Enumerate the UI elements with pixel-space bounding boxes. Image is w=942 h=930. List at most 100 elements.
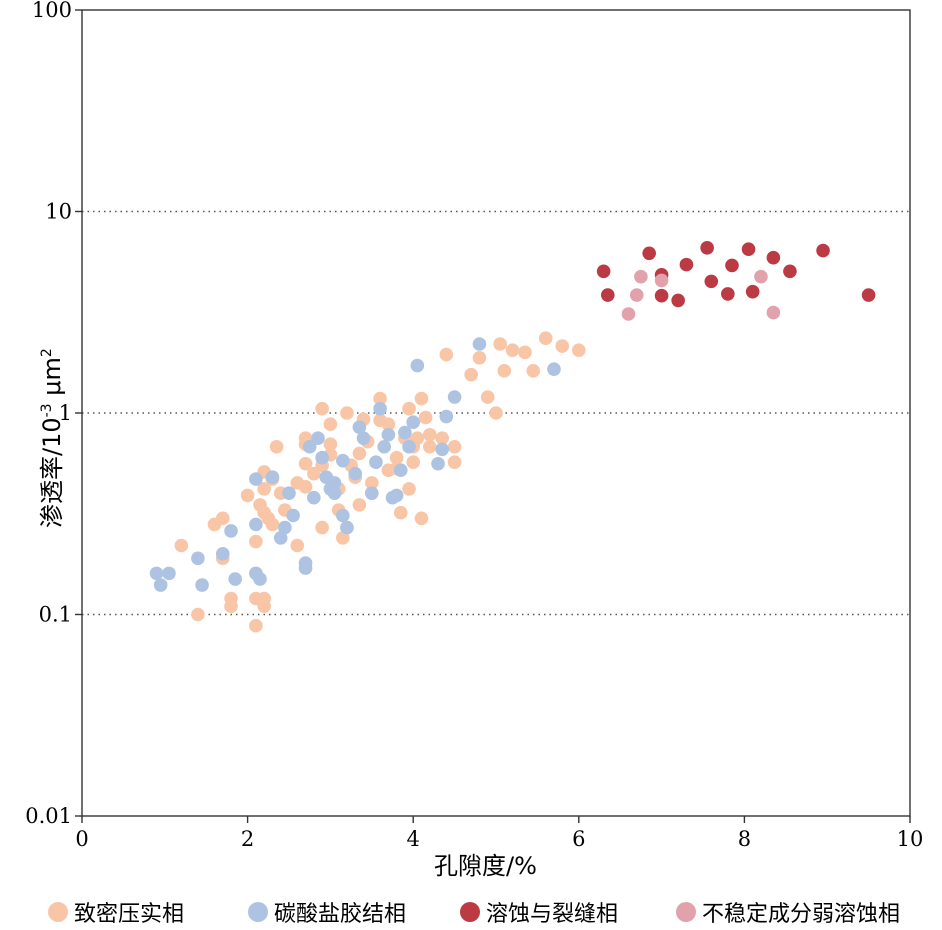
data-point-carbonate [315,450,329,465]
data-point-dissolution [642,246,656,261]
data-point-compaction [365,476,379,490]
data-point-dissolution [816,243,830,258]
data-point-carbonate [336,508,350,523]
data-point-compaction [298,456,313,471]
data-point-weak-dissolution [754,269,768,284]
legend-item-carbonate: 碳酸盐胶结相 [248,896,406,928]
data-point-compaction [402,482,416,496]
data-point-compaction [257,599,271,613]
y-axis-label: 渗透率/10-3 μm2 [38,348,66,528]
data-point-compaction [174,538,189,553]
data-point-compaction [340,406,354,420]
data-point-dissolution [596,264,611,279]
y-axis-ticks: 0.01 0.1 1 10 100 [25,0,82,828]
data-point-carbonate [286,508,300,523]
data-point-carbonate [435,442,449,457]
data-point-compaction [389,450,404,465]
data-point-compaction [336,531,350,545]
data-point-carbonate [547,362,561,376]
data-point-dissolution [766,250,781,265]
x-tick-label: 10 [897,827,924,851]
data-point-compaction [526,363,541,378]
data-point-weak-dissolution [634,269,648,284]
data-point-weak-dissolution [654,273,669,288]
data-point-carbonate [195,578,209,592]
data-point-carbonate [215,547,230,561]
data-point-dissolution [741,242,756,256]
data-point-compaction [381,417,396,431]
data-point-carbonate [253,572,267,586]
data-point-carbonate [327,486,342,500]
data-point-carbonate [439,409,454,424]
data-point-carbonate [472,337,487,351]
data-point-carbonate [356,431,371,445]
data-point-carbonate [393,463,408,478]
data-point-weak-dissolution [766,305,781,320]
legend-label-compaction: 致密压实相 [74,902,185,927]
data-point-compaction [352,446,367,461]
data-point-dissolution [725,258,739,273]
data-point-compaction [323,417,338,431]
y-tick-label: 10 [45,200,72,224]
legend-swatch-dissolution [460,902,480,922]
data-point-compaction [447,439,462,454]
x-tick-label: 6 [572,827,585,851]
data-point-compaction [307,466,321,481]
data-point-carbonate [377,439,392,454]
data-point-compaction [393,505,408,520]
data-point-carbonate [298,561,313,575]
data-point-carbonate [348,466,363,481]
data-point-carbonate [352,420,367,435]
data-point-compaction [406,455,421,469]
data-point-carbonate [398,425,412,440]
data-point-compaction [224,599,238,613]
data-point-compaction [497,363,512,378]
data-point-compaction [240,488,255,503]
series-weak-dissolution [621,269,781,321]
data-point-compaction [191,607,205,622]
data-point-carbonate [265,470,280,485]
data-point-compaction [215,511,230,526]
data-point-carbonate [224,524,238,538]
data-point-carbonate [365,486,379,500]
data-point-compaction [435,431,449,445]
data-point-carbonate [311,431,325,445]
legend-item-compaction: 致密压实相 [48,896,184,928]
legend-label-dissolution: 溶蚀与裂缝相 [486,902,619,927]
data-point-carbonate [282,486,296,500]
data-point-compaction [269,439,284,454]
data-point-carbonate [431,456,445,471]
data-point-carbonate [402,439,416,454]
data-point-compaction [422,427,437,442]
legend-swatch-weak-dissolution [676,902,696,922]
legend: 致密压实相 碳酸盐胶结相 溶蚀与裂缝相 不稳定成分弱溶蚀相 [40,896,940,930]
legend-item-weak-dissolution: 不稳定成分弱溶蚀相 [676,896,900,928]
data-point-carbonate [410,358,425,373]
data-point-dissolution [745,284,760,299]
data-point-compaction [323,437,338,452]
data-point-compaction [315,520,329,535]
data-point-compaction [538,331,553,346]
data-point-compaction [518,345,532,360]
data-point-carbonate [336,453,350,468]
data-point-compaction [472,350,487,365]
legend-swatch-compaction [48,902,68,922]
data-point-compaction [290,538,305,553]
data-point-weak-dissolution [629,288,644,302]
data-point-compaction [265,517,280,532]
data-point-carbonate [307,490,321,505]
y-tick-label: 0.1 [39,603,72,627]
data-point-compaction [480,390,495,404]
data-point-carbonate [373,401,387,416]
data-point-carbonate [149,566,164,581]
data-point-carbonate [153,578,168,592]
y-tick-label: 0.01 [25,804,72,828]
data-points [149,241,876,633]
data-point-carbonate [162,566,176,581]
data-point-carbonate [406,415,421,430]
legend-swatch-carbonate [248,902,268,922]
data-point-compaction [418,410,433,425]
data-point-weak-dissolution [621,307,636,321]
x-tick-label: 4 [407,827,420,851]
